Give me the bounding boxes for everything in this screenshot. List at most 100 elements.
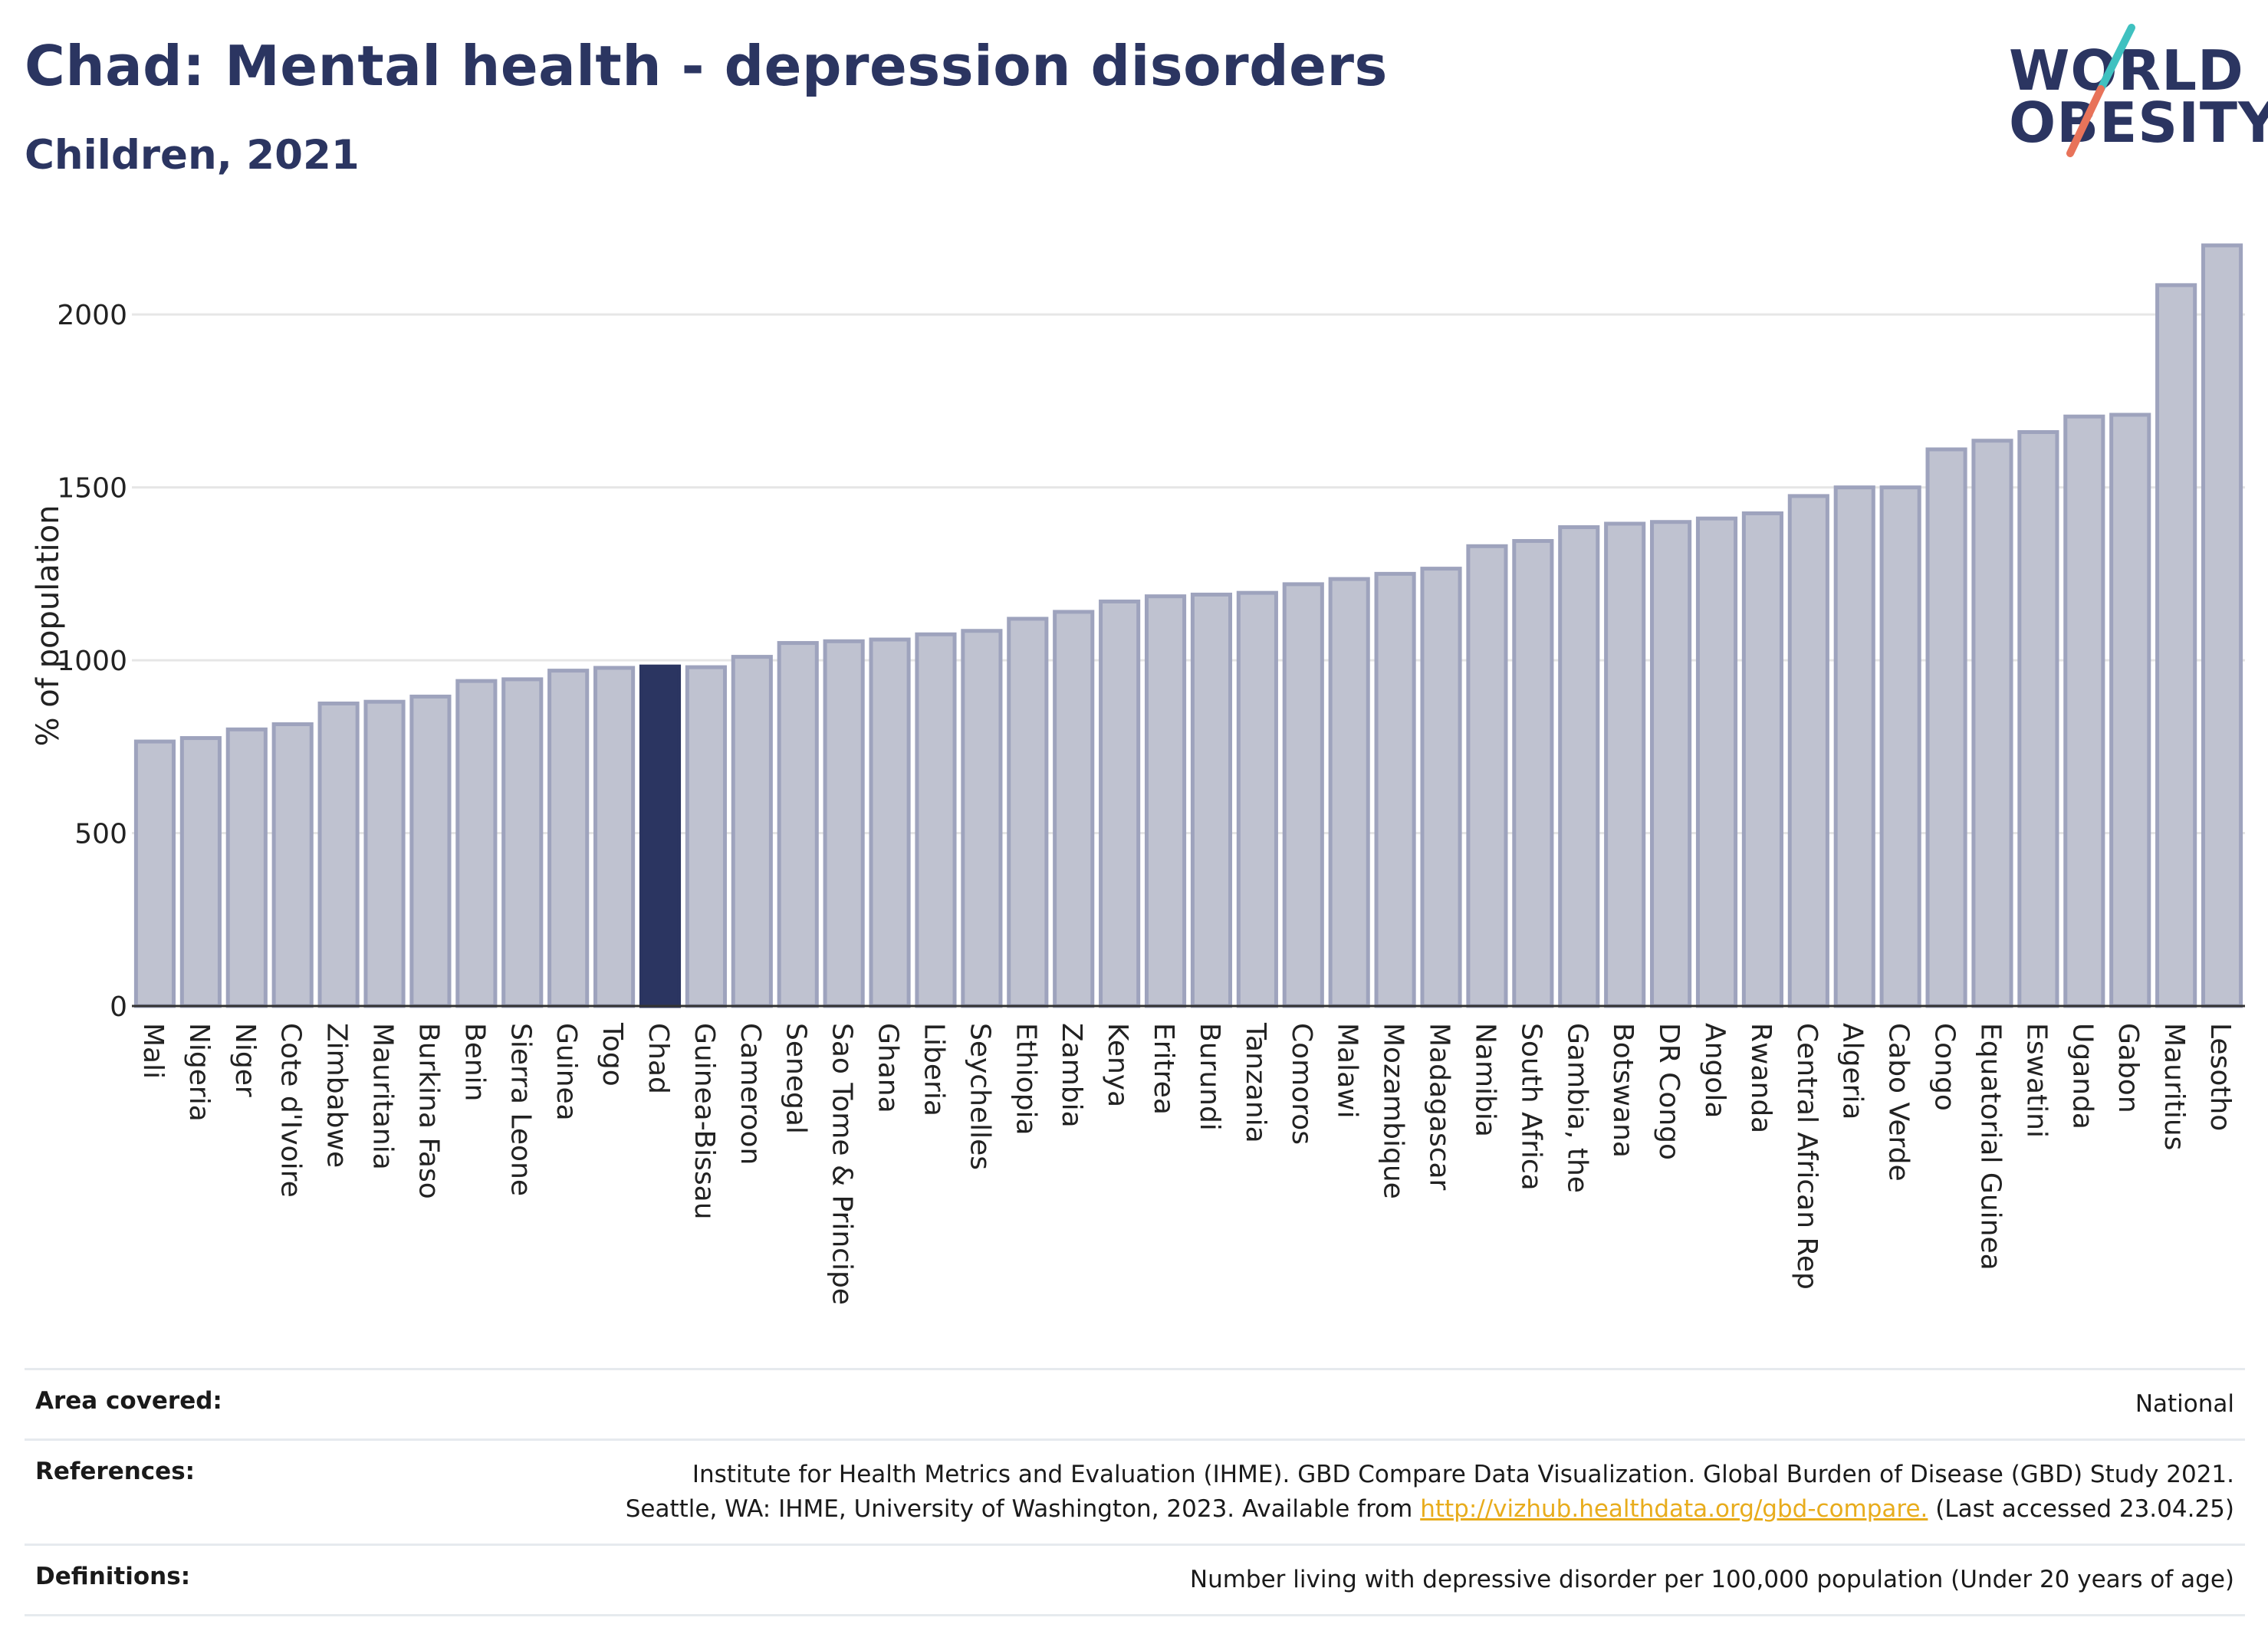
x-tick-label: Algeria [1837, 1023, 1869, 1120]
world-obesity-logo: WORLD OBESITY [1994, 21, 2268, 167]
bar [1879, 485, 1921, 1008]
bar [317, 701, 360, 1008]
references-value: Institute for Health Metrics and Evaluat… [626, 1458, 2234, 1527]
bar [961, 629, 1003, 1008]
x-tick-label: Guinea-Bissau [689, 1023, 720, 1220]
x-tick-label: Seychelles [964, 1023, 995, 1170]
bar [1328, 577, 1370, 1008]
y-tick-label: 0 [110, 991, 127, 1023]
x-tick-label: Guinea [551, 1023, 582, 1121]
x-tick-label: Togo [597, 1022, 628, 1087]
bar [593, 666, 636, 1008]
bar [1558, 524, 1600, 1008]
x-tick-label: Lesotho [2204, 1023, 2236, 1131]
info-row-area: Area covered: National [25, 1368, 2245, 1438]
x-tick-label: Malawi [1332, 1023, 1363, 1119]
x-tick-label: Burkina Faso [413, 1023, 444, 1199]
bar [915, 632, 957, 1008]
info-row-references: References: Institute for Health Metrics… [25, 1438, 2245, 1544]
x-tick-label: Tanzania [1240, 1022, 1271, 1143]
x-tick-label: Namibia [1469, 1023, 1500, 1137]
bar [1604, 521, 1646, 1008]
y-tick-label: 500 [74, 819, 127, 850]
bar [1144, 594, 1187, 1008]
bar [1466, 544, 1508, 1008]
bar [1420, 567, 1462, 1008]
info-row-definitions: Definitions: Number living with depressi… [25, 1543, 2245, 1616]
x-tick-label: Zimbabwe [321, 1023, 353, 1168]
x-tick-label: Cabo Verde [1883, 1023, 1915, 1182]
references-line2-pre: Seattle, WA: IHME, University of Washing… [625, 1494, 1421, 1523]
x-tick-label: DR Congo [1653, 1023, 1685, 1160]
x-tick-label: Gabon [2112, 1023, 2144, 1113]
bar [2201, 243, 2243, 1008]
page-subtitle: Children, 2021 [25, 132, 360, 179]
x-tick-label: Liberia [918, 1023, 949, 1116]
x-tick-label: Sierra Leone [505, 1023, 536, 1196]
bar [1833, 485, 1875, 1008]
bar [869, 637, 911, 1008]
bar [179, 736, 222, 1008]
x-tick-label: Gambia, the [1561, 1023, 1593, 1193]
bar [777, 641, 819, 1008]
x-tick-label: South Africa [1515, 1023, 1547, 1191]
bar [1741, 511, 1783, 1008]
definitions-value: Number living with depressive disorder p… [1189, 1565, 2234, 1593]
references-line2-post: (Last accessed 23.04.25) [1928, 1494, 2234, 1523]
x-tick-label: Ethiopia [1010, 1023, 1041, 1136]
x-tick-label: Madagascar [1424, 1023, 1455, 1191]
bar [1695, 516, 1738, 1008]
bars [133, 243, 2243, 1008]
bar [501, 677, 544, 1008]
y-axis-ticks: 0 500 1000 1500 2000 [57, 300, 127, 1023]
x-tick-label: Nigeria [183, 1023, 215, 1122]
x-tick-label: Chad [643, 1023, 674, 1094]
bar [1282, 582, 1324, 1008]
bar [1650, 520, 1692, 1008]
bar-highlight [639, 664, 682, 1008]
bar [685, 665, 727, 1008]
references-line1: Institute for Health Metrics and Evaluat… [692, 1460, 2234, 1488]
bar [547, 669, 590, 1008]
y-tick-label: 1500 [57, 473, 127, 505]
x-tick-label: Mauritius [2158, 1023, 2190, 1150]
definitions-label: Definitions: [35, 1562, 191, 1590]
x-tick-label: Botswana [1607, 1023, 1639, 1158]
x-tick-label: Ghana [873, 1023, 904, 1113]
x-tick-label: Kenya [1102, 1023, 1133, 1107]
x-tick-label: Comoros [1286, 1023, 1317, 1145]
x-tick-label: Niger [229, 1023, 261, 1097]
bar [133, 739, 176, 1008]
x-tick-label: Sao Tome & Principe [827, 1023, 858, 1305]
bar [1236, 590, 1278, 1008]
bar [409, 694, 452, 1008]
bar [1007, 616, 1049, 1008]
x-tick-label: Mozambique [1378, 1023, 1409, 1199]
x-tick-label: Equatorial Guinea [1974, 1023, 2006, 1271]
bar [2109, 413, 2151, 1008]
bar [1512, 539, 1554, 1008]
bar [1971, 439, 2013, 1008]
x-tick-label: Central African Rep [1791, 1023, 1823, 1290]
area-label: Area covered: [35, 1387, 222, 1415]
references-label: References: [35, 1457, 196, 1485]
x-tick-label: Uganda [2066, 1023, 2098, 1129]
bar [271, 722, 314, 1008]
bar [731, 655, 773, 1008]
bar [1787, 494, 1829, 1008]
logo-line2: OBESITY [2009, 90, 2268, 155]
bar [1925, 447, 1967, 1008]
y-tick-label: 2000 [57, 300, 127, 331]
logo-slash-icon [2066, 24, 2135, 157]
x-tick-label: Mali [137, 1023, 169, 1079]
bar [2063, 414, 2105, 1008]
references-link[interactable]: http://vizhub.healthdata.org/gbd-compare… [1420, 1494, 1928, 1523]
x-tick-label: Eswatini [2020, 1023, 2052, 1138]
bar [823, 639, 865, 1008]
x-tick-label: Cameroon [735, 1023, 766, 1165]
x-tick-label: Rwanda [1745, 1023, 1777, 1133]
bar [1190, 592, 1233, 1008]
x-tick-label: Mauritania [367, 1023, 399, 1170]
x-axis-labels: Mali Nigeria Niger Cote d'Ivoire Zimbabwe Mau… [137, 1022, 2236, 1305]
page-title: Chad: Mental health - depression disorde… [25, 34, 1388, 98]
